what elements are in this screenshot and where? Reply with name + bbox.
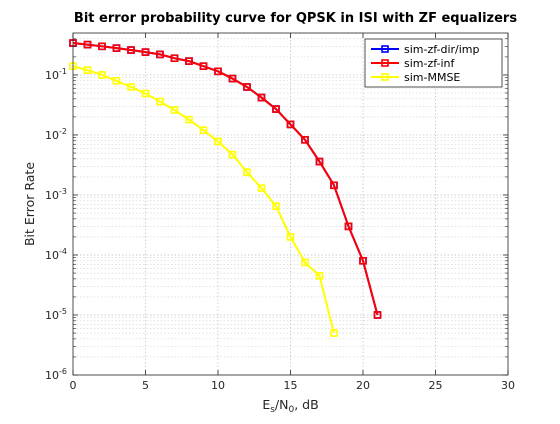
y-tick-label: 10-4 (45, 247, 67, 262)
data-point (373, 311, 382, 319)
data-point (112, 44, 121, 52)
data-point (228, 150, 237, 159)
data-point (272, 105, 280, 113)
data-point (286, 233, 295, 241)
data-point (170, 106, 179, 114)
x-tick-label: 10 (211, 379, 225, 392)
data-point (141, 89, 150, 98)
axis-ticks: 10-6 10-5 10-4 10-3 10-2 10-1 0 5 10 15 20 25 30 (45, 33, 515, 392)
legend-label: sim-zf-inf (404, 57, 456, 70)
data-point (98, 71, 106, 79)
legend-swatch-marker (381, 59, 389, 67)
data-point (83, 66, 92, 74)
legend-swatch-marker (381, 45, 389, 53)
data-point (214, 137, 222, 146)
series-3 (69, 62, 338, 337)
y-tick-label: 10-6 (45, 367, 67, 382)
data-point (127, 46, 135, 54)
data-point (315, 271, 324, 280)
chart-title: Bit error probability curve for QPSK in … (74, 11, 517, 26)
data-point (286, 120, 295, 129)
legend-label: sim-MMSE (404, 71, 460, 84)
data-point (257, 93, 266, 102)
data-point (141, 48, 150, 56)
x-tick-label: 25 (429, 379, 443, 392)
data-point (359, 256, 367, 265)
legend-item: sim-zf-inf (371, 57, 456, 70)
data-point (301, 258, 309, 267)
series-layer (69, 39, 382, 337)
y-axis-label: Bit Error Rate (22, 162, 37, 246)
series-2 (69, 39, 382, 319)
series-line (72, 42, 379, 316)
data-point (98, 42, 106, 51)
x-tick-label: 30 (501, 379, 515, 392)
x-tick-label: 5 (142, 379, 149, 392)
data-point (199, 62, 208, 70)
y-tick-label: 10-2 (45, 127, 67, 142)
data-point (315, 157, 324, 166)
y-tick-label: 10-5 (45, 307, 67, 322)
data-point (272, 202, 280, 210)
data-point (243, 168, 251, 176)
x-axis-label: Es/N0, dB (262, 397, 318, 415)
data-point (214, 67, 222, 76)
data-point (185, 115, 193, 124)
series-line (72, 65, 335, 334)
data-point (185, 57, 193, 65)
legend-item: sim-zf-dir/imp (371, 43, 480, 56)
data-point (228, 74, 237, 83)
y-tick-label: 10-3 (45, 187, 67, 202)
data-point (330, 181, 338, 190)
legend-item: sim-MMSE (371, 71, 460, 84)
y-tick-label: 10-1 (45, 67, 67, 82)
legend-swatch-marker (381, 73, 389, 81)
data-point (344, 222, 353, 231)
x-tick-label: 0 (70, 379, 77, 392)
data-point (243, 83, 251, 91)
legend-label: sim-zf-dir/imp (404, 43, 480, 56)
data-point (127, 83, 135, 91)
data-point (199, 126, 208, 135)
data-point (112, 76, 121, 85)
data-point (170, 54, 179, 63)
data-point (301, 136, 309, 144)
data-point (330, 329, 338, 337)
x-tick-label: 20 (356, 379, 370, 392)
x-tick-label: 15 (284, 379, 298, 392)
data-point (83, 40, 92, 49)
data-point (156, 50, 164, 59)
data-point (156, 97, 164, 106)
data-point (257, 184, 266, 192)
